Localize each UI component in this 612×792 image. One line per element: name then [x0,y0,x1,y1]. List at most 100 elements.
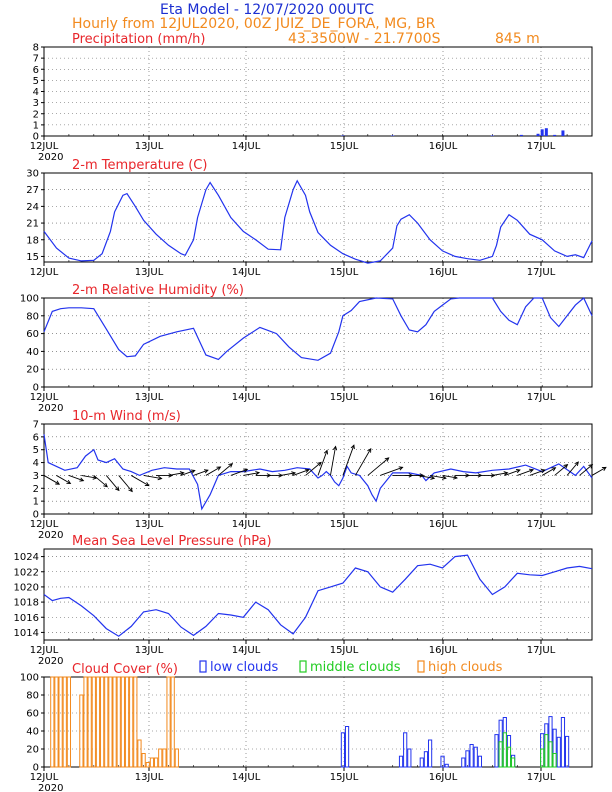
y-tick-label: 27 [26,185,39,196]
cloud-bar [556,736,561,768]
cloud-bar [477,755,483,768]
cloud-bar [564,735,570,768]
cloud-bar [95,676,101,768]
x-tick-label: 13JUL [135,141,164,152]
y-tick-label: 1020 [14,582,39,593]
wind-arrow-head [563,463,569,469]
x-tick-label: 16JUL [429,141,458,152]
cloud-bar [58,676,63,768]
wind-arrow-head [115,486,120,492]
wind-arrow-head [398,466,404,471]
y-tick-label: 60 [26,709,39,720]
cloud-bar [465,750,470,768]
cloud-bar [79,694,84,768]
y-tick-label: 40 [26,347,39,358]
y-tick-label: 60 [26,329,39,340]
elevation: 845 m [495,31,540,47]
x-tick-label: 15JUL [330,392,359,403]
cloud-bar [540,748,545,768]
wind-arrow-head [419,473,425,478]
cloud-bar [473,746,478,768]
x-tick-label: 12JUL [30,141,59,152]
x-tick-label: 12JUL [30,645,59,656]
legend-label: middle clouds [310,660,401,675]
year-label: 2020 [38,656,63,667]
y-tick-label: 15 [26,252,39,263]
y-tick-label: 30 [26,169,39,180]
panel-2: 15 18 21 24 27 30 12JUL 13JUL 14JUL 15JUL 16JUL 17J… [26,158,593,278]
y-tick-label: 100 [20,673,39,684]
y-tick-label: 0 [33,763,39,774]
wind-arrow-head [529,468,535,473]
cloud-bar [133,676,138,768]
wind-arrow [130,475,149,486]
wind-arrow-head [453,475,458,480]
year-label: 2020 [38,403,63,414]
series-line [43,297,593,361]
cloud-bar [83,676,88,768]
wind-arrow-head [367,447,372,453]
wind-arrow-head [157,475,163,481]
wind-arrow [230,469,248,476]
cloud-bar [444,763,449,768]
cloud-bar [100,676,105,768]
y-tick-label: 6 [33,432,39,443]
y-tick-label: 7 [33,420,39,431]
cloud-bar [141,753,146,768]
wind-arrow-head [317,461,322,467]
wind-arrow-head [55,480,61,485]
cloud-bar [461,757,466,768]
cloud-bar [407,748,412,768]
precip-bar [544,128,548,136]
legend-swatch [417,660,425,673]
x-tick-label: 15JUL [330,772,359,783]
panel-title: 2-m Temperature (C) [72,158,207,173]
cloud-bar [166,676,171,768]
legend-label: low clouds [210,660,279,675]
wind-arrow-head [66,479,72,484]
y-tick-label: 80 [26,691,39,702]
wind-arrow-head [103,482,108,488]
y-tick-label: 1022 [14,567,39,578]
x-tick-label: 12JUL [30,519,59,530]
wind-arrow [280,472,296,476]
y-tick-label: 1024 [14,552,39,563]
plot-frame [43,46,593,137]
x-tick-label: 14JUL [232,267,261,278]
cloud-bar [344,726,350,768]
wind-arrow [417,474,435,479]
x-tick-label: 16JUL [429,392,458,403]
cloud-bar [104,676,109,768]
x-tick-label: 13JUL [135,392,164,403]
coordinates: 43.3500W - 21.7700S [288,31,441,47]
cloud-bar [87,676,92,768]
wind-arrow [330,446,337,476]
precip-bar [561,130,565,136]
cloud-bar [54,676,59,768]
wind-arrow-head [228,463,234,468]
y-tick-label: 0 [33,510,39,521]
wind-arrow [93,475,108,488]
x-tick-label: 14JUL [232,141,261,152]
wind-arrow-head [551,467,557,472]
cloud-bar [506,746,512,768]
x-tick-label: 15JUL [330,267,359,278]
precip-bar [553,134,557,136]
x-tick-label: 13JUL [135,519,164,530]
wind-arrow-head [291,471,297,476]
y-tick-label: 1 [33,497,39,508]
y-tick-label: 20 [26,745,39,756]
wind-arrow [354,448,372,476]
cloud-bar [560,717,566,768]
cloud-bar [440,755,445,768]
legend-swatch [299,660,307,673]
wind-arrow-head [350,444,355,450]
model-title: Eta Model - 12/07/2020 00UTC [160,2,374,18]
wind-arrow [380,466,403,476]
x-tick-label: 12JUL [30,267,59,278]
wind-arrow-head [540,468,546,474]
year-label: 2020 [38,530,63,541]
y-tick-label: 0 [33,383,39,394]
precip-bar [490,135,494,136]
y-tick-label: 6 [33,65,39,76]
